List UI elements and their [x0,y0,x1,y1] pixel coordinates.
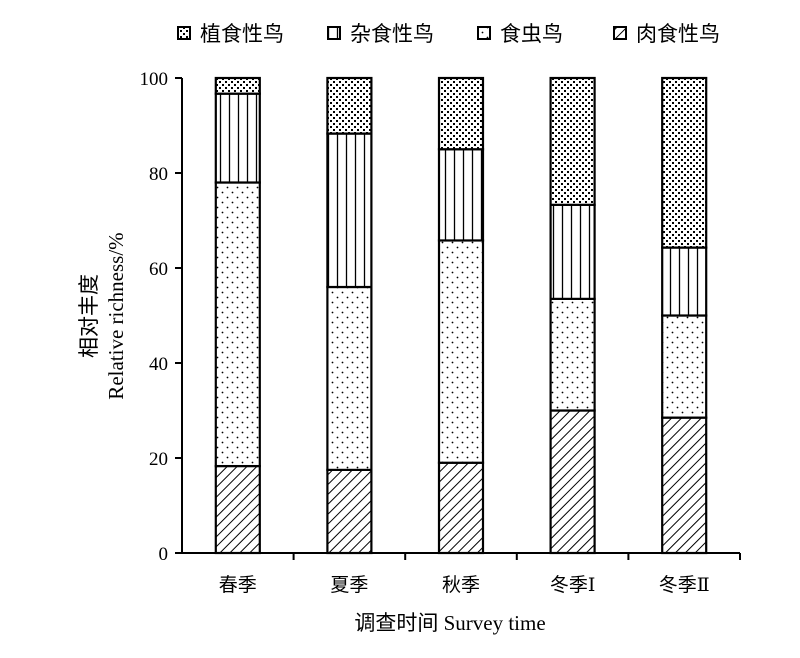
legend-swatch-1 [327,26,341,40]
bar-segment-3-1 [549,297,596,412]
y-tick-label-4: 80 [149,164,168,185]
legend-swatch-3 [613,26,627,40]
x-tick-label-0: 春季 [219,574,257,596]
bar-segment-2-1 [437,239,485,464]
y-tick-label-1: 20 [149,449,168,470]
legend-label-3: 肉食性鸟 [636,22,720,46]
bar-segment-4-2 [661,246,708,317]
bar-segment-3-3 [549,76,596,206]
bars-group: 春季 夏季 秋季 冬季Ⅰ 冬季Ⅱ [214,76,710,596]
x-tick-label-2: 秋季 [442,574,480,596]
bar-segment-3-0 [549,409,596,555]
bar-segment-4-0 [661,416,708,555]
bar-segment-1-3 [326,76,373,135]
x-tick-label-1: 夏季 [330,574,368,596]
y-axis-title-en: Relative richness/% [104,232,128,399]
y-tick-label-2: 40 [149,354,168,375]
x-tick-label-4: 冬季Ⅱ [659,574,710,596]
bar-segment-1-2 [326,132,373,289]
bar-segment-2-2 [437,148,485,242]
bar-segment-1-1 [326,285,373,471]
x-tick-label-3: 冬季Ⅰ [550,574,596,596]
bar-segment-1-0 [326,468,373,555]
bar-segment-0-0 [214,464,261,555]
bar-segment-0-3 [214,76,261,95]
bar-segment-4-3 [661,76,708,249]
bar-segment-3-2 [549,203,596,300]
bar-segment-2-3 [437,76,485,151]
y-tick-label-3: 60 [149,259,168,280]
bar-segment-0-1 [214,181,261,468]
legend-swatch-2 [477,26,491,40]
bar-segment-4-1 [661,314,708,419]
bar-segment-2-0 [437,461,485,555]
axes-group: 0 20 40 60 80 100 [140,69,741,565]
legend-label-2: 食虫鸟 [500,22,563,46]
legend-label-1: 杂食性鸟 [350,22,434,46]
y-axis-title-cn: 相对丰度 [77,274,101,358]
y-tick-label-5: 100 [140,69,169,90]
legend: 植食性鸟 杂食性鸟 食虫鸟 肉食性鸟 [177,22,720,46]
legend-swatch-0 [177,26,191,40]
y-tick-label-0: 0 [159,544,169,565]
bar-segment-0-2 [214,92,261,184]
legend-label-0: 植食性鸟 [200,22,284,46]
x-axis-title: 调查时间 Survey time [354,611,545,635]
